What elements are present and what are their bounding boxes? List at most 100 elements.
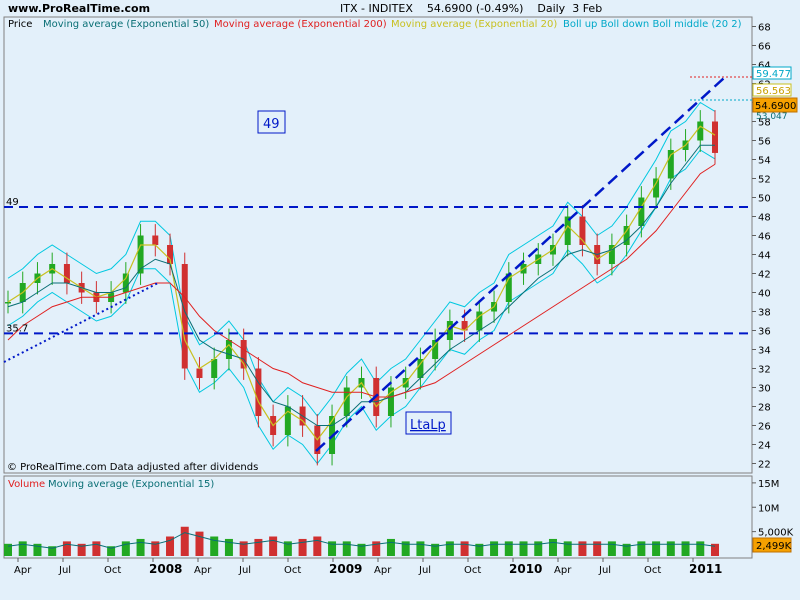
candle-body bbox=[255, 368, 262, 416]
tag-bb-up bbox=[752, 66, 792, 80]
volume-bar bbox=[4, 543, 12, 556]
tag-last bbox=[752, 97, 798, 113]
price-tick-label: 64 bbox=[758, 61, 771, 72]
candle-body bbox=[638, 197, 645, 226]
time-tick-label: Oct bbox=[644, 565, 661, 576]
time-tick-label: Apr bbox=[194, 565, 212, 576]
ema20-line bbox=[7, 125, 716, 441]
volume-bar bbox=[578, 541, 587, 556]
volume-bar bbox=[269, 536, 278, 556]
line-label-49: 49 bbox=[6, 197, 19, 208]
candle-body bbox=[387, 387, 394, 416]
volume-bar bbox=[33, 543, 42, 556]
candle-body bbox=[284, 406, 291, 435]
volume-bar bbox=[107, 546, 116, 556]
time-tick-label: Apr bbox=[554, 565, 572, 576]
time-tick-label: Jul bbox=[238, 565, 251, 576]
legend-ema50: Moving average (Exponential 50) bbox=[43, 19, 209, 30]
volume-tick-label: 10M bbox=[758, 503, 779, 514]
volume-last-tag-text: 2,499K bbox=[756, 541, 792, 552]
time-tick-label: Apr bbox=[374, 565, 392, 576]
volume-bar bbox=[637, 541, 646, 556]
volume-bar bbox=[342, 541, 351, 556]
price-tick-label: 58 bbox=[758, 118, 771, 129]
legend-ema20: Moving average (Exponential 20) bbox=[391, 19, 557, 30]
volume-bar bbox=[593, 541, 602, 556]
price-tick-label: 42 bbox=[758, 270, 771, 281]
volume-bar bbox=[504, 541, 513, 556]
time-tick-label: Oct bbox=[464, 565, 481, 576]
time-tick-label: 2008 bbox=[149, 562, 182, 576]
price-tick-label: 46 bbox=[758, 232, 771, 243]
candle-body bbox=[196, 368, 203, 378]
volume-bar bbox=[283, 541, 292, 556]
candle-body bbox=[417, 359, 424, 378]
candle-body bbox=[137, 235, 144, 274]
volume-bar bbox=[151, 541, 160, 556]
candle-body bbox=[697, 121, 704, 141]
volume-last-tag bbox=[752, 537, 792, 553]
date: 3 Feb bbox=[572, 2, 603, 15]
price-tick-label: 36 bbox=[758, 327, 771, 338]
price-tick-label: 66 bbox=[758, 42, 771, 53]
volume-bar bbox=[534, 541, 543, 556]
chart-header-bar: www.ProRealTime.com ITX - INDITEX 54.690… bbox=[0, 0, 800, 18]
candle-body bbox=[667, 150, 674, 179]
volume-bar bbox=[62, 541, 71, 556]
volume-bar bbox=[77, 543, 86, 556]
annotation-box-49[interactable] bbox=[257, 110, 286, 134]
candle-body bbox=[63, 264, 70, 283]
volume-bar bbox=[548, 538, 557, 556]
candle-body bbox=[653, 178, 660, 198]
volume-y-axis: 15M 10M 5,000K bbox=[752, 479, 794, 539]
time-tick-label: 2010 bbox=[509, 562, 542, 576]
volume-bar bbox=[696, 541, 705, 556]
uptrend-line bbox=[315, 77, 725, 452]
volume-bar bbox=[460, 541, 469, 556]
ticker-info: ITX - INDITEX 54.6900 (-0.49%) Daily 3 F… bbox=[340, 2, 602, 15]
footer-note: © ProRealTime.com Data adjusted after di… bbox=[7, 462, 258, 473]
candle-body bbox=[167, 245, 174, 264]
legend-volume-ma: Moving average (Exponential 15) bbox=[48, 479, 214, 490]
volume-bar bbox=[313, 536, 322, 556]
tag-bb-up-text: 59.477 bbox=[756, 69, 791, 80]
volume-bar bbox=[622, 543, 631, 556]
annotation-box-ltalp[interactable] bbox=[405, 411, 452, 435]
ema200-line bbox=[7, 163, 716, 398]
legend-price: Price bbox=[8, 19, 32, 30]
volume-bar bbox=[92, 541, 101, 556]
candle-body bbox=[211, 359, 218, 378]
candle-body bbox=[608, 245, 615, 264]
price-tick-label: 28 bbox=[758, 403, 771, 414]
candle-body bbox=[343, 387, 350, 416]
volume-bar bbox=[519, 541, 528, 556]
dotted-trend-line bbox=[3, 282, 159, 363]
volume-bar bbox=[490, 541, 499, 556]
volume-bar bbox=[48, 546, 57, 556]
candle-body bbox=[240, 340, 247, 369]
price-tick-label: 48 bbox=[758, 213, 771, 224]
volume-bar bbox=[239, 541, 248, 556]
site-name[interactable]: www.ProRealTime.com bbox=[8, 2, 151, 15]
volume-bar bbox=[386, 538, 395, 556]
time-tick-label: Oct bbox=[104, 565, 121, 576]
volume-bar bbox=[401, 541, 410, 556]
volume-tick-label: 15M bbox=[758, 479, 779, 490]
legend-ema200: Moving average (Exponential 200) bbox=[214, 19, 387, 30]
time-tick-label: Jul bbox=[418, 565, 431, 576]
annotation-ltalp: LtaLp bbox=[410, 418, 446, 433]
tag-ema20-text: 56.563 bbox=[756, 86, 791, 97]
change: (-0.49%) bbox=[475, 2, 524, 15]
volume-bar bbox=[475, 543, 484, 556]
time-tick-label: Jul bbox=[58, 565, 71, 576]
candle-body bbox=[623, 226, 630, 245]
ema50-line bbox=[7, 144, 715, 426]
candle-body bbox=[225, 340, 232, 359]
candle-body bbox=[712, 121, 718, 153]
candle-body bbox=[432, 340, 439, 359]
candle-body bbox=[446, 321, 453, 340]
time-tick-label: 2009 bbox=[329, 562, 362, 576]
volume-bar bbox=[18, 541, 27, 556]
symbol: ITX - INDITEX bbox=[340, 2, 413, 15]
